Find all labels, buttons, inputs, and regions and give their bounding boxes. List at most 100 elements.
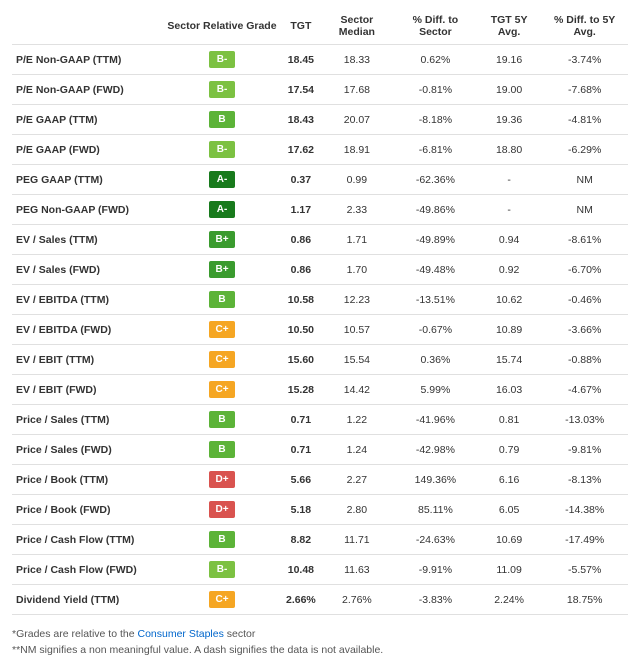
- value-cell: 5.66: [282, 465, 320, 495]
- value-cell: 15.60: [282, 345, 320, 375]
- value-cell: 149.36%: [394, 465, 477, 495]
- value-cell: -3.66%: [541, 315, 628, 345]
- grade-cell: B: [162, 525, 282, 555]
- table-header-row: Sector Relative GradeTGTSector Median% D…: [12, 8, 628, 45]
- grade-badge[interactable]: B-: [209, 51, 235, 68]
- metric-name[interactable]: EV / EBIT (FWD): [12, 375, 162, 405]
- grade-badge[interactable]: C+: [209, 321, 235, 338]
- metric-name[interactable]: EV / EBITDA (TTM): [12, 285, 162, 315]
- metric-name[interactable]: Price / Cash Flow (FWD): [12, 555, 162, 585]
- metric-name[interactable]: Price / Book (TTM): [12, 465, 162, 495]
- value-cell: 15.28: [282, 375, 320, 405]
- footnotes: *Grades are relative to the Consumer Sta…: [12, 627, 628, 659]
- grade-cell: B-: [162, 555, 282, 585]
- table-row: Dividend Yield (TTM)C+2.66%2.76%-3.83%2.…: [12, 585, 628, 615]
- grade-cell: B-: [162, 75, 282, 105]
- value-cell: -9.81%: [541, 435, 628, 465]
- metric-name[interactable]: PEG Non-GAAP (FWD): [12, 195, 162, 225]
- value-cell: 6.05: [477, 495, 542, 525]
- table-row: P/E Non-GAAP (TTM)B-18.4518.330.62%19.16…: [12, 45, 628, 75]
- grade-badge[interactable]: B-: [209, 81, 235, 98]
- value-cell: -49.89%: [394, 225, 477, 255]
- value-cell: 6.16: [477, 465, 542, 495]
- grade-badge[interactable]: B+: [209, 261, 235, 278]
- metric-name[interactable]: EV / Sales (FWD): [12, 255, 162, 285]
- value-cell: 18.43: [282, 105, 320, 135]
- value-cell: -0.81%: [394, 75, 477, 105]
- metric-name[interactable]: Price / Sales (FWD): [12, 435, 162, 465]
- table-row: Price / Sales (FWD)B0.711.24-42.98%0.79-…: [12, 435, 628, 465]
- grade-cell: B-: [162, 45, 282, 75]
- table-row: P/E GAAP (TTM)B18.4320.07-8.18%19.36-4.8…: [12, 105, 628, 135]
- metric-name[interactable]: Price / Book (FWD): [12, 495, 162, 525]
- value-cell: 18.33: [320, 45, 394, 75]
- value-cell: 20.07: [320, 105, 394, 135]
- value-cell: -49.48%: [394, 255, 477, 285]
- table-row: EV / EBITDA (FWD)C+10.5010.57-0.67%10.89…: [12, 315, 628, 345]
- metric-name[interactable]: EV / EBITDA (FWD): [12, 315, 162, 345]
- value-cell: 0.37: [282, 165, 320, 195]
- consumer-staples-link[interactable]: Consumer Staples: [137, 628, 223, 640]
- grade-badge[interactable]: A-: [209, 201, 235, 218]
- grade-badge[interactable]: B: [209, 111, 235, 128]
- value-cell: -: [477, 165, 542, 195]
- value-cell: 0.92: [477, 255, 542, 285]
- value-cell: -49.86%: [394, 195, 477, 225]
- footnote-2: **NM signifies a non meaningful value. A…: [12, 643, 628, 659]
- metric-name[interactable]: Price / Sales (TTM): [12, 405, 162, 435]
- grade-badge[interactable]: B: [209, 441, 235, 458]
- value-cell: -: [477, 195, 542, 225]
- metric-name[interactable]: P/E Non-GAAP (TTM): [12, 45, 162, 75]
- table-row: P/E GAAP (FWD)B-17.6218.91-6.81%18.80-6.…: [12, 135, 628, 165]
- value-cell: 1.24: [320, 435, 394, 465]
- grade-badge[interactable]: B-: [209, 561, 235, 578]
- value-cell: -8.13%: [541, 465, 628, 495]
- value-cell: 0.71: [282, 405, 320, 435]
- metric-name[interactable]: PEG GAAP (TTM): [12, 165, 162, 195]
- footnote-1-post: sector: [224, 628, 256, 640]
- value-cell: 1.71: [320, 225, 394, 255]
- grade-cell: B: [162, 105, 282, 135]
- grade-badge[interactable]: D+: [209, 501, 235, 518]
- metric-name[interactable]: EV / EBIT (TTM): [12, 345, 162, 375]
- grade-badge[interactable]: D+: [209, 471, 235, 488]
- metric-name[interactable]: Dividend Yield (TTM): [12, 585, 162, 615]
- metric-name[interactable]: Price / Cash Flow (TTM): [12, 525, 162, 555]
- value-cell: 17.62: [282, 135, 320, 165]
- grade-badge[interactable]: A-: [209, 171, 235, 188]
- value-cell: -0.67%: [394, 315, 477, 345]
- value-cell: 11.71: [320, 525, 394, 555]
- value-cell: 2.27: [320, 465, 394, 495]
- grade-cell: D+: [162, 495, 282, 525]
- grade-cell: A-: [162, 195, 282, 225]
- grade-cell: C+: [162, 585, 282, 615]
- value-cell: 10.69: [477, 525, 542, 555]
- metric-name[interactable]: P/E GAAP (TTM): [12, 105, 162, 135]
- value-cell: 14.42: [320, 375, 394, 405]
- metric-name[interactable]: P/E Non-GAAP (FWD): [12, 75, 162, 105]
- grade-badge[interactable]: C+: [209, 351, 235, 368]
- value-cell: 0.81: [477, 405, 542, 435]
- value-cell: -6.81%: [394, 135, 477, 165]
- value-cell: 19.16: [477, 45, 542, 75]
- value-cell: 2.80: [320, 495, 394, 525]
- value-cell: -6.29%: [541, 135, 628, 165]
- table-row: PEG Non-GAAP (FWD)A-1.172.33-49.86%-NM: [12, 195, 628, 225]
- grade-badge[interactable]: B: [209, 411, 235, 428]
- value-cell: -3.83%: [394, 585, 477, 615]
- value-cell: 2.76%: [320, 585, 394, 615]
- value-cell: 19.36: [477, 105, 542, 135]
- value-cell: -4.81%: [541, 105, 628, 135]
- grade-badge[interactable]: B: [209, 291, 235, 308]
- grade-badge[interactable]: B+: [209, 231, 235, 248]
- value-cell: -13.51%: [394, 285, 477, 315]
- grade-badge[interactable]: B-: [209, 141, 235, 158]
- value-cell: 1.70: [320, 255, 394, 285]
- grade-badge[interactable]: C+: [209, 381, 235, 398]
- value-cell: 1.22: [320, 405, 394, 435]
- metric-name[interactable]: EV / Sales (TTM): [12, 225, 162, 255]
- col-header: Sector Median: [320, 8, 394, 45]
- grade-badge[interactable]: B: [209, 531, 235, 548]
- grade-badge[interactable]: C+: [209, 591, 235, 608]
- metric-name[interactable]: P/E GAAP (FWD): [12, 135, 162, 165]
